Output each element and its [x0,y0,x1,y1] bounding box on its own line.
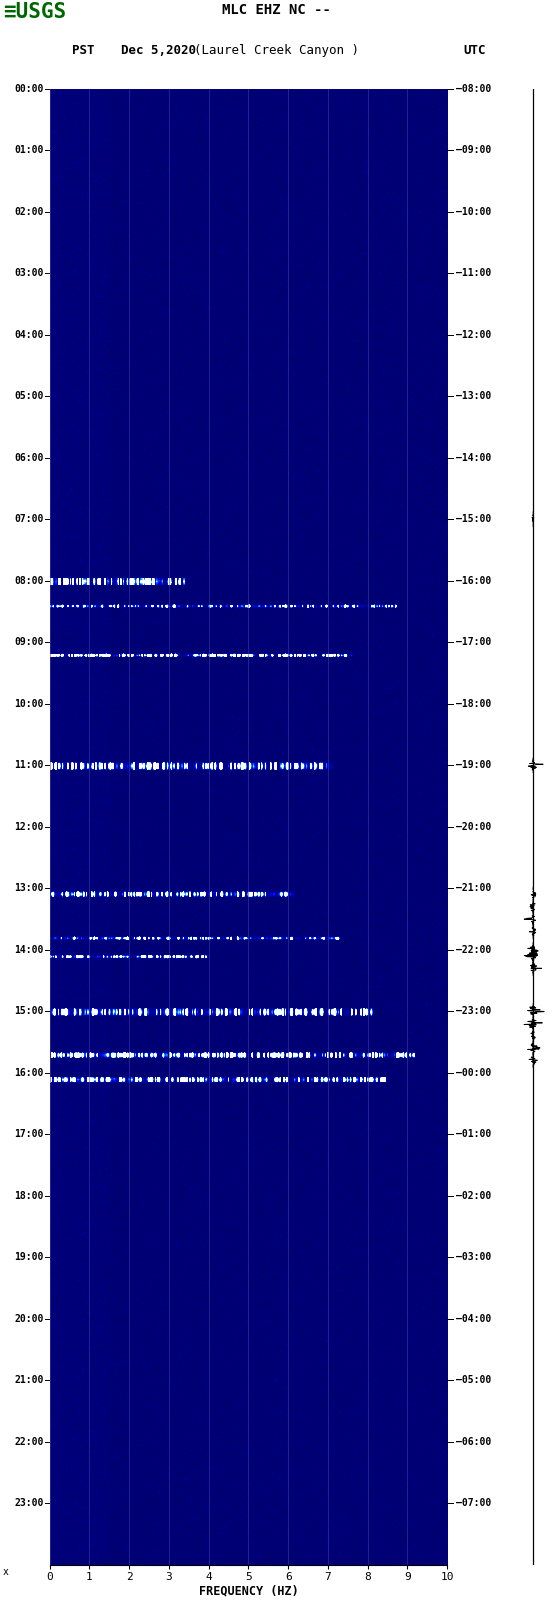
Text: —07:00: —07:00 [455,1498,491,1508]
Text: x: x [3,1568,9,1578]
Text: —08:00: —08:00 [455,84,491,94]
Text: —15:00: —15:00 [455,515,491,524]
Text: —19:00: —19:00 [455,760,491,769]
Text: —13:00: —13:00 [455,392,491,402]
Text: —09:00: —09:00 [455,145,491,155]
Text: —00:00: —00:00 [455,1068,491,1077]
Text: —22:00: —22:00 [455,945,491,955]
Text: 10:00: 10:00 [14,698,44,708]
Text: —20:00: —20:00 [455,821,491,832]
Text: 04:00: 04:00 [14,329,44,340]
Text: —06:00: —06:00 [455,1437,491,1447]
Text: 06:00: 06:00 [14,453,44,463]
Text: 08:00: 08:00 [14,576,44,586]
Text: 01:00: 01:00 [14,145,44,155]
Text: —03:00: —03:00 [455,1252,491,1261]
Text: —11:00: —11:00 [455,268,491,277]
Text: 14:00: 14:00 [14,945,44,955]
Text: 23:00: 23:00 [14,1498,44,1508]
Text: 05:00: 05:00 [14,392,44,402]
Text: (Laurel Creek Canyon ): (Laurel Creek Canyon ) [194,45,358,58]
Text: —04:00: —04:00 [455,1313,491,1324]
Text: —21:00: —21:00 [455,884,491,894]
X-axis label: FREQUENCY (HZ): FREQUENCY (HZ) [199,1584,298,1597]
Text: 11:00: 11:00 [14,760,44,769]
Text: PST: PST [72,45,94,58]
Text: 03:00: 03:00 [14,268,44,277]
Text: 17:00: 17:00 [14,1129,44,1139]
Text: 00:00: 00:00 [14,84,44,94]
Text: —01:00: —01:00 [455,1129,491,1139]
Text: 09:00: 09:00 [14,637,44,647]
Text: 13:00: 13:00 [14,884,44,894]
Text: —12:00: —12:00 [455,329,491,340]
Text: —18:00: —18:00 [455,698,491,708]
Text: 20:00: 20:00 [14,1313,44,1324]
Text: 21:00: 21:00 [14,1376,44,1386]
Text: MLC EHZ NC --: MLC EHZ NC -- [221,3,331,16]
Text: Dec 5,2020: Dec 5,2020 [121,45,197,58]
Text: —05:00: —05:00 [455,1376,491,1386]
Text: 15:00: 15:00 [14,1007,44,1016]
Text: ≡USGS: ≡USGS [3,2,66,21]
Text: 02:00: 02:00 [14,206,44,216]
Text: UTC: UTC [464,45,486,58]
Text: —02:00: —02:00 [455,1190,491,1200]
Text: 12:00: 12:00 [14,821,44,832]
Text: 16:00: 16:00 [14,1068,44,1077]
Text: —14:00: —14:00 [455,453,491,463]
Text: —17:00: —17:00 [455,637,491,647]
Text: 22:00: 22:00 [14,1437,44,1447]
Text: 18:00: 18:00 [14,1190,44,1200]
Text: —23:00: —23:00 [455,1007,491,1016]
Text: 19:00: 19:00 [14,1252,44,1261]
Text: 07:00: 07:00 [14,515,44,524]
Text: —16:00: —16:00 [455,576,491,586]
Text: —10:00: —10:00 [455,206,491,216]
